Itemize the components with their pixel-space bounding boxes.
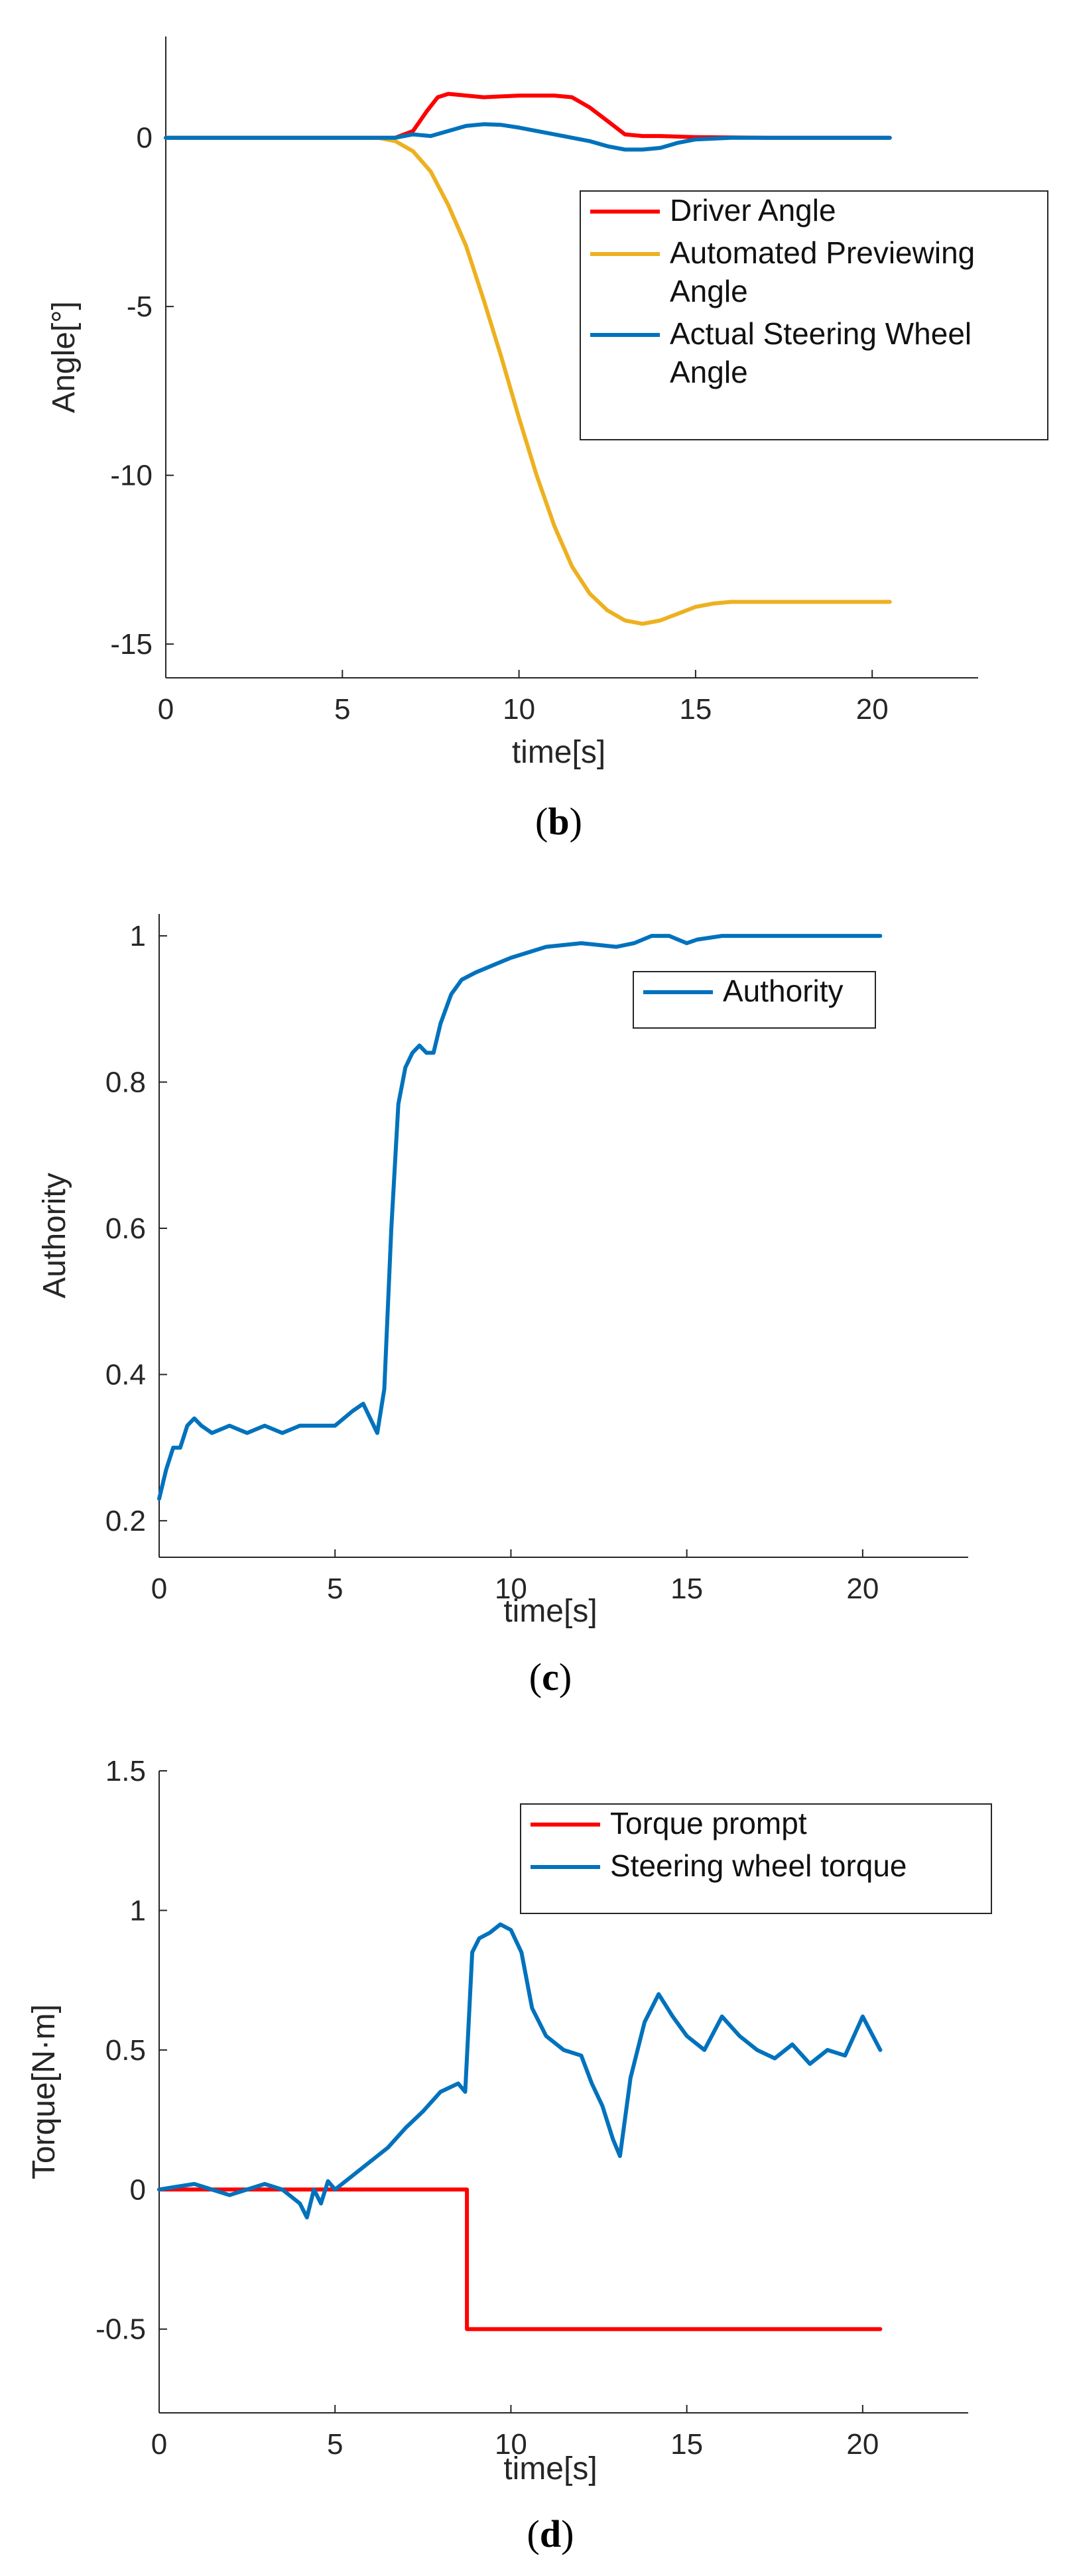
y-tick-label: 0.6 bbox=[105, 1212, 146, 1245]
caption-open-paren: ( bbox=[529, 1655, 542, 1699]
x-tick-label: 15 bbox=[670, 1573, 703, 1605]
x-tick-label: 10 bbox=[495, 1573, 527, 1605]
x-tick-label: 0 bbox=[151, 2428, 167, 2461]
legend: Authority bbox=[633, 971, 876, 1029]
y-axis-title: Angle[°] bbox=[46, 301, 82, 413]
y-tick-label: 0 bbox=[137, 122, 153, 155]
figure-caption: (b) bbox=[535, 800, 582, 843]
legend-box bbox=[580, 190, 1048, 440]
x-tick-label: 0 bbox=[151, 1573, 167, 1605]
series-line-torque-prompt bbox=[157, 2187, 883, 2331]
x-tick-label: 5 bbox=[334, 693, 350, 726]
legend-label: Driver Angle bbox=[670, 193, 836, 227]
figure-caption: (c) bbox=[529, 1655, 572, 1699]
legend-box bbox=[520, 1803, 992, 1914]
legend-box bbox=[633, 971, 876, 1029]
y-axis-title: Torque[N·m] bbox=[27, 2004, 62, 2179]
chart-d: 0 5 10 15 20 1.5 1 0.5 0 -0.5 time[s] Torque[N·m] To… bbox=[27, 1755, 992, 2555]
y-axis-title: Authority bbox=[37, 1173, 72, 1298]
legend-label: Automated Previewing bbox=[670, 235, 975, 270]
legend-label: Angle bbox=[670, 355, 748, 389]
caption-close-paren: ) bbox=[570, 800, 582, 843]
series-line-authority bbox=[157, 934, 883, 1501]
y-tick-label: -5 bbox=[127, 290, 153, 323]
caption-open-paren: ( bbox=[535, 800, 548, 843]
x-tick-label: 5 bbox=[327, 1573, 343, 1605]
y-tick-label: 1 bbox=[130, 920, 146, 952]
caption-letter: c bbox=[542, 1655, 559, 1699]
x-tick-label: 0 bbox=[158, 693, 174, 726]
x-axis-title: time[s] bbox=[512, 735, 605, 770]
series-line-steering-wheel-torque bbox=[157, 1922, 883, 2220]
caption-close-paren: ) bbox=[559, 1655, 572, 1699]
caption-letter: b bbox=[548, 800, 569, 843]
y-tick-label: 0.2 bbox=[105, 1505, 146, 1537]
caption-letter: d bbox=[540, 2512, 561, 2555]
y-tick-label: -0.5 bbox=[95, 2313, 146, 2346]
x-tick-label: 20 bbox=[846, 1573, 879, 1605]
y-tick-label: 0.8 bbox=[105, 1066, 146, 1099]
x-axis-title: time[s] bbox=[503, 1594, 597, 1629]
chart-c: 0 5 10 15 20 0.2 0.4 0.6 0.8 1 time[s] Authority Aut… bbox=[37, 914, 968, 1699]
y-tick-label: 0.5 bbox=[105, 2034, 146, 2067]
legend: Driver Angle Automated Previewing Angle Act… bbox=[580, 190, 1048, 440]
legend-label: Authority bbox=[723, 974, 844, 1008]
x-tick-label: 20 bbox=[846, 2428, 879, 2461]
legend: Torque prompt Steering wheel torque bbox=[520, 1803, 992, 1914]
x-tick-label: 10 bbox=[503, 693, 535, 726]
caption-open-paren: ( bbox=[527, 2512, 540, 2555]
y-tick-label: 0 bbox=[130, 2173, 146, 2206]
chart-b: 0 5 10 15 20 0 -5 -10 -15 time[s] Angle[°] Driver A… bbox=[46, 36, 1048, 843]
y-tick-label: 1 bbox=[130, 1894, 146, 1927]
caption-close-paren: ) bbox=[561, 2512, 574, 2555]
x-axis-title: time[s] bbox=[503, 2451, 597, 2486]
y-tick-label: -10 bbox=[110, 460, 153, 492]
legend-label: Steering wheel torque bbox=[610, 1848, 907, 1883]
series-line-automated-previewing-angle bbox=[164, 135, 892, 626]
y-tick-label: 0.4 bbox=[105, 1358, 146, 1391]
x-tick-label: 15 bbox=[679, 693, 712, 726]
legend-label: Angle bbox=[670, 274, 748, 308]
x-tick-label: 15 bbox=[670, 2428, 703, 2461]
series-line-driver-angle bbox=[164, 92, 892, 140]
figure-caption: (d) bbox=[527, 2512, 574, 2555]
y-tick-label: 1.5 bbox=[105, 1755, 146, 1787]
legend-label: Actual Steering Wheel bbox=[670, 316, 972, 351]
y-tick-label: -15 bbox=[110, 628, 153, 661]
series-line-actual-steering-wheel-angle bbox=[164, 122, 892, 152]
x-tick-label: 20 bbox=[856, 693, 889, 726]
x-tick-label: 10 bbox=[495, 2428, 527, 2461]
x-tick-label: 5 bbox=[327, 2428, 343, 2461]
legend-label: Torque prompt bbox=[610, 1806, 807, 1840]
